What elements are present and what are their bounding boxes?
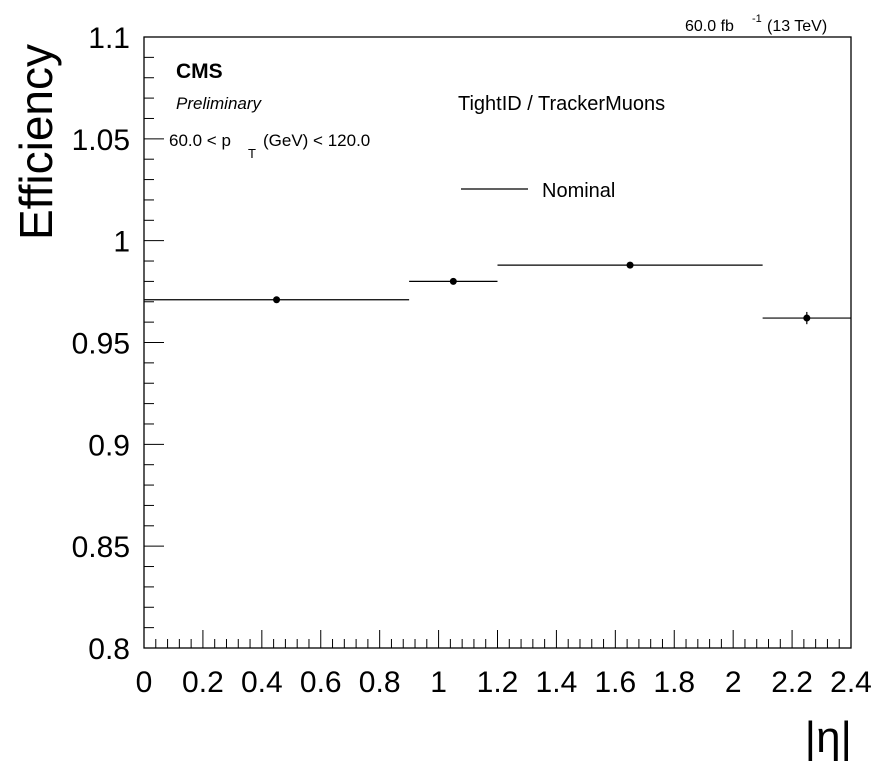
marker [449, 277, 457, 285]
x-tick-label: 1.8 [653, 666, 695, 699]
axis-tick-labels: 0 0.2 0.4 0.6 0.8 1 1.2 1.4 1.6 1.8 2 2.2 2.4 0.8 0.85… [72, 22, 872, 699]
lumi-exponent: -1 [752, 13, 762, 25]
data-point [409, 277, 498, 285]
x-tick-label: 1.2 [477, 666, 519, 699]
experiment-label: CMS [176, 60, 223, 83]
x-tick-label: 1.6 [594, 666, 636, 699]
lumi-energy: (13 TeV) [767, 18, 827, 35]
pt-range-prefix: 60.0 < p [169, 131, 231, 150]
x-tick-label: 0.2 [182, 666, 224, 699]
luminosity-label: 60.0 fb -1 (13 TeV) [685, 13, 827, 35]
x-tick-label: 0 [136, 666, 153, 699]
selection-label: TightID / TrackerMuons [458, 93, 665, 115]
marker [803, 314, 811, 322]
data-points [144, 261, 851, 325]
data-point [762, 311, 851, 325]
lumi-value: 60.0 fb [685, 18, 734, 35]
y-tick-label: 1 [113, 226, 130, 259]
data-point [497, 261, 763, 269]
x-tick-label: 2.4 [830, 666, 872, 699]
y-tick-label: 1.05 [72, 124, 130, 157]
y-tick-label: 0.9 [88, 429, 130, 462]
data-point [144, 296, 410, 304]
legend-label-nominal: Nominal [542, 180, 615, 202]
legend: Nominal [461, 180, 615, 202]
x-tick-label: 0.8 [359, 666, 401, 699]
plot-frame [143, 36, 852, 649]
marker [273, 296, 281, 304]
x-axis-label: |η| [805, 713, 852, 762]
status-label: Preliminary [176, 94, 263, 113]
y-tick-label: 1.1 [88, 22, 130, 55]
x-tick-label: 1 [430, 666, 447, 699]
x-tick-label: 2 [725, 666, 742, 699]
marker [626, 261, 634, 269]
x-tick-label: 2.2 [771, 666, 813, 699]
pt-range-suffix: (GeV) < 120.0 [263, 131, 370, 150]
y-axis-label: Efficiency [10, 44, 62, 240]
x-tick-label: 1.4 [536, 666, 578, 699]
pt-range-label: 60.0 < p T (GeV) < 120.0 [169, 131, 370, 161]
x-tick-label: 0.4 [241, 666, 283, 699]
y-tick-label: 0.85 [72, 531, 130, 564]
y-tick-label: 0.95 [72, 328, 130, 361]
x-tick-label: 0.6 [300, 666, 342, 699]
y-tick-label: 0.8 [88, 633, 130, 666]
pt-range-subscript: T [248, 146, 256, 161]
